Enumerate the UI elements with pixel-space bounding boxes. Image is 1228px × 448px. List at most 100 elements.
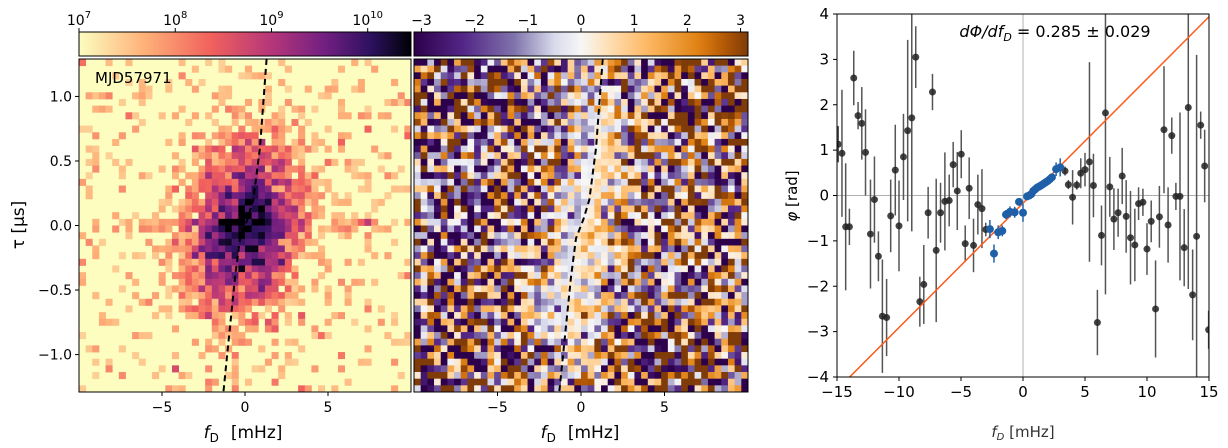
heatmap-cell	[447, 212, 455, 220]
heatmap-cell	[454, 78, 462, 87]
heatmap-cell	[205, 298, 213, 306]
heatmap-cell	[298, 345, 306, 353]
heatmap-cell	[534, 198, 542, 206]
heatmap-cell	[112, 158, 120, 166]
heatmap-cell	[634, 358, 642, 366]
heatmap-cell	[467, 272, 475, 280]
heatmap-cell	[304, 185, 312, 193]
heatmap-cell	[225, 325, 233, 333]
heatmap-cell	[440, 172, 448, 180]
heatmap-cell	[681, 285, 689, 293]
heatmap-cell	[185, 238, 193, 246]
heatmap-cell	[191, 245, 199, 253]
heatmap-cell	[291, 138, 299, 146]
heatmap-cell	[474, 325, 482, 333]
heatmap-cell	[427, 125, 435, 133]
heatmap-cell	[251, 292, 259, 300]
heatmap-cell	[601, 98, 609, 107]
heatmap-cell	[634, 292, 642, 300]
heatmap-cell	[494, 238, 502, 246]
heatmap-cell	[507, 65, 515, 73]
heatmap-cell	[225, 245, 233, 253]
heatmap-cell	[447, 218, 455, 226]
heatmap-cell	[118, 252, 126, 260]
heatmap-cell	[191, 198, 199, 206]
heatmap-cell	[205, 285, 213, 293]
heatmap-cell	[467, 158, 475, 166]
heatmap-cell	[634, 365, 642, 373]
heatmap-cell	[298, 245, 306, 253]
heatmap-cell	[165, 138, 173, 146]
heatmap-cell	[507, 305, 515, 313]
heatmap-cell	[681, 345, 689, 353]
data-point	[870, 196, 878, 204]
heatmap-cell	[574, 65, 582, 73]
heatmap-cell	[560, 278, 569, 286]
heatmap-cell	[514, 145, 522, 153]
heatmap-cell	[480, 332, 488, 340]
heatmap-cell	[594, 352, 602, 360]
heatmap-cell	[205, 232, 213, 240]
heatmap-cell	[460, 258, 468, 266]
heatmap-cell	[601, 265, 609, 273]
heatmap-cell	[238, 272, 246, 280]
heatmap-cell	[721, 125, 729, 133]
heatmap-cell	[701, 78, 709, 87]
data-point	[1110, 215, 1118, 223]
heatmap-cell	[225, 252, 233, 260]
heatmap-cell	[621, 272, 629, 280]
heatmap-cell	[741, 192, 748, 200]
heatmap-cell	[225, 205, 233, 213]
heatmap-cell	[714, 285, 722, 293]
heatmap-cell	[420, 358, 428, 366]
heatmap-cell	[454, 118, 462, 126]
heatmap-cell	[264, 292, 272, 300]
heatmap-cell	[687, 252, 695, 260]
heatmap-cell	[245, 292, 253, 300]
heatmap-cell	[727, 218, 736, 226]
heatmap-cell	[667, 118, 675, 126]
heatmap-cell	[567, 338, 575, 346]
heatmap-cell	[587, 172, 595, 180]
heatmap-cell	[547, 265, 555, 273]
heatmap-cell	[727, 312, 736, 320]
colorbar-tick-label: 1	[630, 13, 639, 29]
heatmap-cell	[291, 165, 299, 173]
heatmap-cell	[667, 298, 675, 306]
heatmap-cell	[621, 145, 629, 153]
heatmap-cell	[225, 178, 233, 186]
heatmap-cell	[574, 192, 582, 200]
heatmap-cell	[514, 265, 522, 273]
heatmap-cell	[251, 238, 259, 246]
heatmap-cell	[225, 292, 233, 300]
heatmap-cell	[547, 105, 555, 113]
heatmap-cell	[667, 218, 675, 226]
heatmap-cell	[494, 358, 502, 366]
heatmap-cell	[218, 205, 226, 213]
heatmap-cell	[560, 78, 569, 87]
heatmap-cell	[420, 72, 428, 80]
heatmap-cell	[714, 185, 722, 193]
heatmap-cell	[587, 72, 595, 80]
heatmap-cell	[494, 72, 502, 80]
heatmap-cell	[654, 318, 662, 326]
heatmap-cell	[687, 118, 695, 126]
heatmap-cell	[741, 265, 748, 273]
heatmap-cell	[467, 165, 475, 173]
heatmap-cell	[641, 272, 649, 280]
heatmap-cell	[594, 292, 602, 300]
heatmap-cell	[674, 352, 682, 360]
heatmap-cell	[621, 378, 629, 386]
heatmap-cell	[634, 212, 642, 220]
heatmap-cell	[627, 338, 635, 346]
heatmap-cell	[727, 59, 736, 67]
heatmap-cell	[527, 192, 535, 200]
heatmap-cell	[311, 185, 319, 193]
heatmap-cell	[278, 105, 286, 113]
heatmap-cell	[474, 165, 482, 173]
heatmap-cell	[92, 372, 100, 380]
heatmap-cell	[601, 385, 609, 392]
heatmap-cell	[251, 165, 259, 173]
heatmap-cell	[520, 178, 528, 186]
heatmap-cell	[721, 265, 729, 273]
